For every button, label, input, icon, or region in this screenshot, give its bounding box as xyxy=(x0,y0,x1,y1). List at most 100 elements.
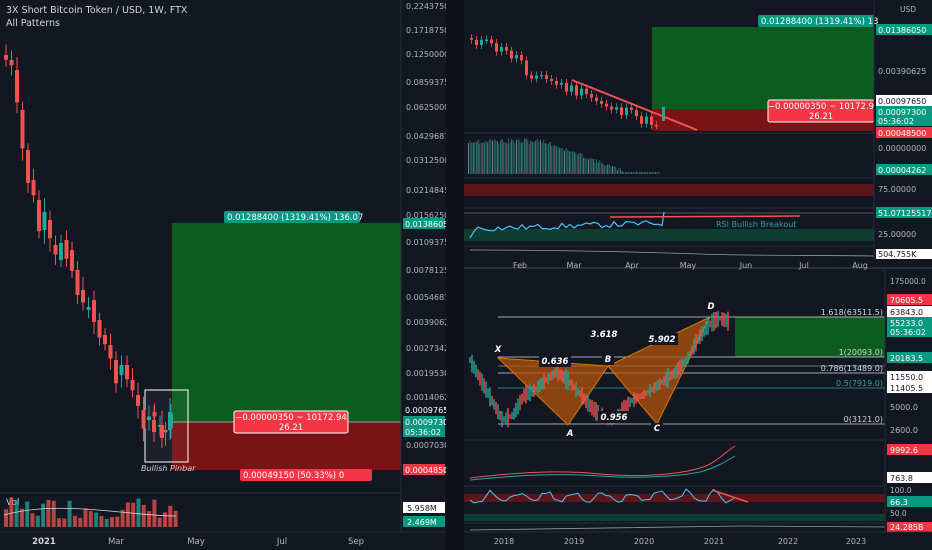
br-time-label: 2023 xyxy=(846,537,866,546)
price-axis-tick: 0.22437500 xyxy=(406,2,454,11)
tr-vol-text: 0.00004262 xyxy=(878,166,926,175)
tr-trendline xyxy=(571,79,698,131)
volume-badge-2 xyxy=(403,516,445,527)
volume-bar xyxy=(110,517,114,527)
tr-volume-bar xyxy=(612,166,613,174)
tr-countdown-text: 05:36:02 xyxy=(878,117,914,126)
candle-body xyxy=(92,300,96,322)
tr-volume-bar xyxy=(572,151,573,174)
pattern-point-bg xyxy=(705,301,717,312)
symbol-title[interactable]: 3X Short Bitcoin Token / USD, 1W, FTX xyxy=(6,5,188,16)
tr-volume-bar xyxy=(544,143,546,174)
tr-candles xyxy=(470,34,665,129)
tr-volume-bar xyxy=(564,150,565,174)
tr-time-label: Apr xyxy=(625,261,640,270)
tr-volume-bar xyxy=(469,140,471,174)
tr-volume-bar xyxy=(618,168,620,174)
tr-profit-label-bg xyxy=(758,15,874,27)
tr-volume-bar xyxy=(506,143,508,174)
tr-overbought-band xyxy=(464,184,874,196)
fib-label: 0.786(13489.0) xyxy=(821,364,883,373)
tr-entry-badge xyxy=(876,95,932,106)
tr-volume-bar xyxy=(536,138,538,174)
tr-mid-label-line1: −0.00000350 ~ 10172.9 xyxy=(768,102,874,112)
price-axis-tick: 0.06250000 xyxy=(406,103,454,112)
tr-candle-body xyxy=(655,125,658,127)
volume-bar xyxy=(173,510,178,527)
br-ratio-labels: 0.636 3.618 5.902 0.956 xyxy=(539,328,678,423)
tr-candle-body xyxy=(495,43,498,52)
tr-obv-value: 504.755K xyxy=(878,250,917,259)
volume-bar xyxy=(115,516,120,527)
candle-body xyxy=(26,150,30,183)
br-time-axis[interactable]: 2018 2019 2020 2021 2022 2023 xyxy=(494,537,866,546)
tr-time-axis[interactable]: Feb Mar Apr May Jun Jul Aug xyxy=(513,261,868,270)
mid-label-line1: −0.00000350 ~ 10172.94 xyxy=(235,413,347,423)
tr-volume-bar xyxy=(647,172,649,174)
tr-volume-bar xyxy=(471,142,473,174)
tr-volume-bar xyxy=(568,151,570,174)
volume-bar xyxy=(136,498,141,527)
br-rsi-text: 66.3 xyxy=(890,498,908,507)
ratio-label: 5.902 xyxy=(649,335,676,345)
tr-candle-body xyxy=(580,88,583,96)
tr-volume-bar xyxy=(620,168,621,174)
tr-candle-body xyxy=(500,46,503,52)
tr-volume-bar xyxy=(535,140,537,174)
stop-price-text: 0.00048500 xyxy=(405,466,453,475)
tr-volume-bar xyxy=(527,139,529,174)
br-price-axis[interactable]: 175000.0 70605.5 63843.0 55233.0 05:36:0… xyxy=(887,277,932,532)
tr-candle-body xyxy=(625,107,628,116)
tr-volume-bar xyxy=(498,143,500,174)
time-axis-label: 2021 xyxy=(32,537,56,547)
tr-volume-bar xyxy=(503,142,505,174)
tr-volume-bar xyxy=(538,141,540,174)
left-candles xyxy=(4,44,173,448)
left-chart-pane[interactable]: 0.01288400 (1319.41%) 136.07 −0.00000350… xyxy=(0,0,454,547)
left-time-axis[interactable]: 2021 Mar May Jul Sep xyxy=(32,537,364,547)
tr-volume-bar xyxy=(552,145,554,174)
tr-volume-bar xyxy=(636,172,637,174)
volume-badge-1-text: 5.958M xyxy=(407,504,437,513)
candle-body xyxy=(15,70,19,103)
volume-bar xyxy=(72,515,77,527)
tr-volume-bar xyxy=(530,140,532,174)
price-axis-tick: 0.00195300 xyxy=(406,369,454,378)
tr-volume-bar xyxy=(599,160,601,174)
br-badge-d-text: 70605.5 xyxy=(890,296,923,305)
br-badge-current-text: 55233.0 xyxy=(890,319,923,328)
candle-body xyxy=(141,410,146,429)
volume-bar xyxy=(67,500,72,527)
tr-volume-bar xyxy=(608,164,610,174)
volume-ma-line xyxy=(3,507,177,517)
volume-bar xyxy=(141,504,146,527)
tr-volume-bar xyxy=(493,139,495,174)
bottom-right-chart-pane[interactable]: 1.618(63511.5) 1(20093.0) 0.786(13489.0) 0.… xyxy=(464,270,932,546)
tr-volume-bar xyxy=(580,153,581,174)
tr-volume-bar xyxy=(480,142,482,174)
volume-bar xyxy=(168,505,173,527)
tr-volume-bar xyxy=(653,172,655,174)
tr-volume-bar xyxy=(524,138,525,174)
price-axis-tick: 0.04296875 xyxy=(406,132,454,141)
pattern-point-label: D xyxy=(707,302,714,312)
tr-volume-bar xyxy=(490,139,492,174)
candle-body xyxy=(147,416,151,420)
indicator-name[interactable]: All Patterns xyxy=(6,18,60,29)
tr-volume-bar xyxy=(557,146,559,174)
candle-body xyxy=(97,320,102,338)
tr-price-axis[interactable]: USD 0.01386050 0.00390625 0.00097650 0.0… xyxy=(876,5,932,259)
br-rsi-oversold xyxy=(464,514,885,521)
tr-candle-body xyxy=(630,107,633,110)
tr-volume-bar xyxy=(640,172,642,174)
tr-volume-bar xyxy=(628,172,629,174)
tr-volume-bar xyxy=(583,158,585,174)
top-right-chart-pane[interactable]: 0.01288400 (1319.41%) 13 −0.00000350 ~ 1… xyxy=(464,0,932,270)
ratio-label: 3.618 xyxy=(591,330,618,340)
tr-candle-body xyxy=(560,82,563,85)
tr-volume-bar xyxy=(615,166,617,174)
candle-body xyxy=(168,412,172,430)
tr-volume-bar xyxy=(600,162,602,174)
volume-bar xyxy=(19,508,24,527)
br-badge-b-text: 11405.5 xyxy=(890,384,923,393)
